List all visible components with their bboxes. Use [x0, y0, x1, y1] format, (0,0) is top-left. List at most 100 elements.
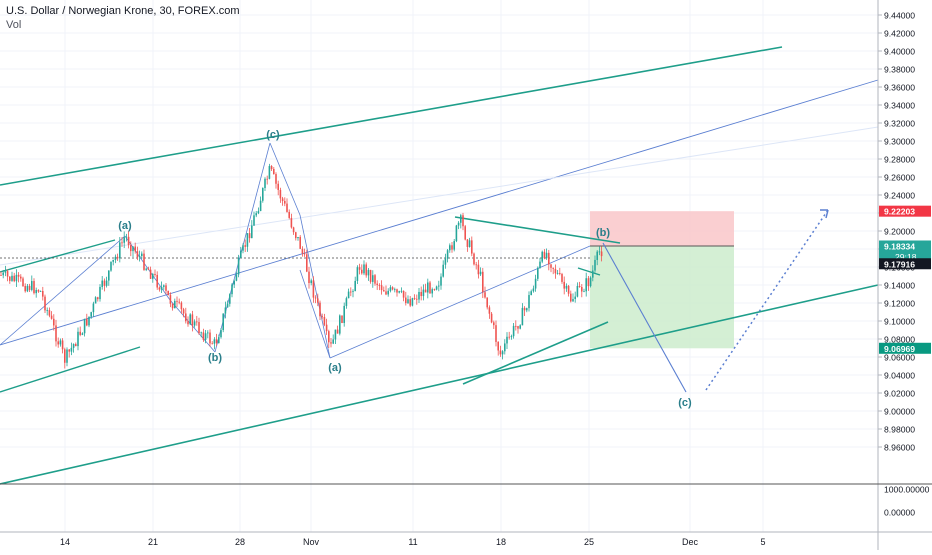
candle-body — [138, 255, 141, 258]
candle — [532, 285, 535, 293]
candle-body — [90, 312, 92, 317]
candle — [105, 276, 108, 288]
candle — [204, 329, 207, 344]
candle-body — [81, 333, 84, 335]
candle-body — [567, 285, 570, 294]
candle — [99, 284, 101, 302]
candle — [455, 224, 458, 243]
candle-body — [11, 275, 13, 281]
candle-body — [299, 236, 301, 249]
candle-body — [385, 291, 387, 295]
candle-body — [339, 315, 341, 334]
candle — [110, 261, 112, 272]
volume-tick-label: 1000.00000 — [884, 485, 930, 495]
candle — [482, 267, 484, 299]
candle — [44, 294, 46, 314]
candle — [207, 330, 209, 339]
volume-indicator-label[interactable]: Vol — [6, 19, 22, 31]
candle-body — [442, 264, 444, 277]
candle-body — [288, 211, 290, 218]
candle — [178, 298, 180, 305]
candle-body — [574, 296, 576, 300]
candle — [262, 187, 264, 203]
candle — [416, 294, 418, 305]
candle — [152, 272, 154, 283]
candle-body — [453, 241, 455, 250]
candle-body — [389, 287, 392, 291]
candle-body — [2, 272, 4, 276]
candle — [484, 286, 486, 299]
candle — [275, 172, 277, 189]
candle-body — [394, 289, 396, 291]
current-price-label-bg — [879, 258, 931, 270]
candle-body — [411, 298, 414, 306]
candle — [409, 296, 411, 308]
candle-body — [103, 280, 106, 286]
candle — [466, 239, 469, 252]
candle-body — [475, 264, 477, 266]
candle — [330, 337, 332, 348]
candle-body — [528, 295, 530, 309]
candle-body — [273, 169, 275, 175]
candle — [413, 294, 416, 301]
candle-body — [501, 351, 504, 355]
candle-body — [308, 271, 310, 284]
candle — [556, 269, 559, 275]
candle — [75, 342, 77, 347]
price-tick-label: 9.44000 — [884, 11, 915, 21]
candle-body — [471, 240, 473, 254]
wave-line — [0, 346, 141, 393]
candle — [343, 302, 345, 327]
candle — [94, 296, 97, 304]
candle-body — [185, 313, 187, 322]
candle — [581, 284, 583, 298]
symbol-title[interactable]: U.S. Dollar / Norwegian Krone, 30, FOREX… — [6, 5, 240, 17]
candle-body — [519, 325, 521, 329]
candle — [66, 347, 68, 367]
candle-body — [61, 340, 64, 350]
candle-body — [77, 331, 79, 347]
candle-body — [431, 289, 433, 294]
candle-body — [0, 275, 2, 276]
candle-body — [174, 300, 176, 309]
candle — [365, 262, 367, 278]
candle-body — [233, 280, 235, 285]
candle-body — [367, 269, 370, 276]
wave-segment — [269, 142, 301, 216]
candle-body — [446, 250, 449, 259]
candle — [446, 249, 449, 263]
candle-body — [545, 252, 548, 259]
price-tick-label: 9.30000 — [884, 137, 915, 147]
candle-body — [213, 339, 216, 344]
candle-body — [486, 297, 488, 308]
candle-body — [286, 203, 288, 212]
candle-body — [512, 325, 515, 337]
candle — [158, 286, 161, 292]
candle — [17, 272, 20, 283]
candle-body — [130, 245, 132, 252]
candle — [306, 249, 308, 273]
projected-move-dotted — [705, 209, 829, 391]
inner-trend-line — [329, 245, 591, 359]
candle-body — [495, 325, 497, 342]
candle — [15, 269, 18, 287]
candle-body — [264, 178, 266, 189]
candle — [583, 288, 585, 293]
candle — [303, 248, 306, 257]
candle-body — [358, 267, 361, 270]
time-tick-label: 5 — [760, 537, 765, 547]
candle-body — [200, 332, 202, 334]
candle — [543, 249, 546, 260]
candle-body — [369, 269, 372, 282]
candle-body — [275, 174, 277, 184]
price-tick-label: 9.14000 — [884, 281, 915, 291]
candle — [92, 301, 95, 317]
candle — [121, 236, 123, 247]
candle-body — [594, 259, 596, 271]
stop-price-label-text: 9.22203 — [884, 207, 915, 217]
candle-body — [310, 280, 312, 284]
candle — [427, 278, 429, 299]
candle — [233, 279, 235, 289]
candle-body — [400, 290, 403, 292]
